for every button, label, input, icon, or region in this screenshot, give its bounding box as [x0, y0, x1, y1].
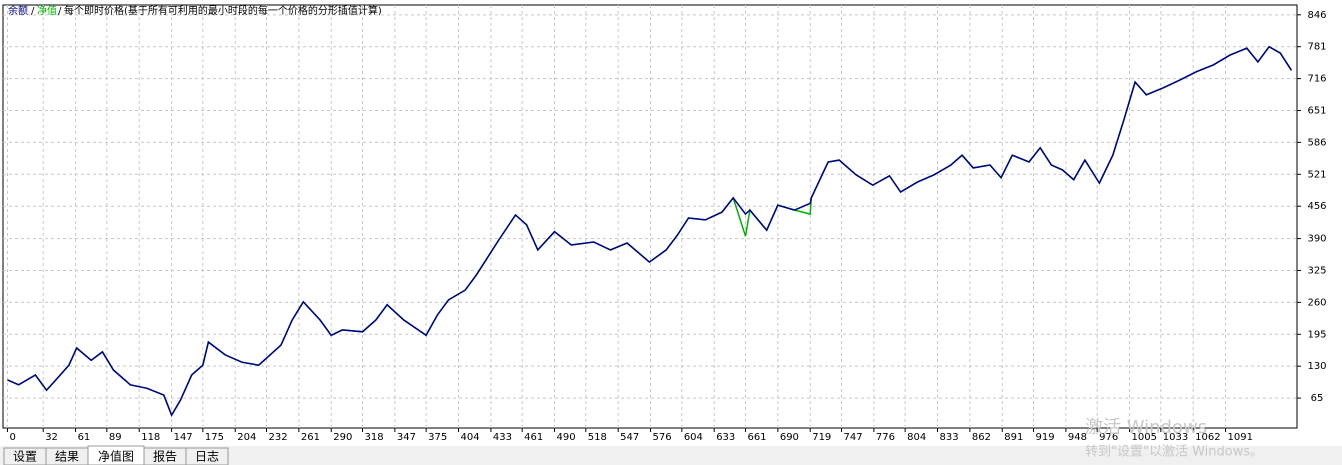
x-tick-label: 661: [747, 432, 766, 443]
legend: 余额 / 净值 / 每个即时价格(基于所有可利用的最小时段的每一个价格的分形插值…: [8, 4, 382, 17]
legend-note: 每个即时价格(基于所有可利用的最小时段的每一个价格的分形插值计算): [64, 4, 382, 17]
tab-bar: [0, 446, 1342, 465]
tab-label[interactable]: 日志: [195, 450, 219, 464]
x-tick-label: 948: [1068, 432, 1087, 443]
y-tick-label: 195: [1307, 329, 1326, 340]
y-tick-label: 651: [1307, 106, 1326, 117]
y-tick-label: 781: [1307, 42, 1326, 53]
tab-label[interactable]: 设置: [13, 450, 37, 464]
x-tick-label: 576: [653, 432, 672, 443]
x-tick-label: 61: [78, 432, 91, 443]
watermark: 激活 Windows: [1085, 417, 1207, 438]
x-tick-label: 976: [1099, 432, 1118, 443]
y-tick-label: 65: [1311, 393, 1324, 404]
tab-label[interactable]: 报告: [153, 449, 177, 464]
y-tick-label: 390: [1307, 234, 1326, 245]
legend-entry: 余额: [8, 4, 28, 17]
y-tick-label: 325: [1307, 265, 1326, 276]
legend-sep: /: [31, 6, 35, 17]
x-tick-label: 604: [684, 432, 703, 443]
y-tick-label: 716: [1307, 74, 1326, 85]
y-tick-label: 456: [1307, 201, 1326, 212]
lines: [7, 45, 1293, 417]
x-tick-label: 347: [397, 432, 416, 443]
x-tick-label: 719: [812, 432, 831, 443]
x-tick-label: 433: [493, 432, 512, 443]
tab-label[interactable]: 净值图: [98, 449, 134, 464]
x-tick-label: 318: [365, 432, 384, 443]
plot-frame: [2, 4, 1298, 429]
x-tick-label: 89: [109, 432, 122, 443]
tabs: 设置 结果 净值图 报告 日志: [3, 445, 229, 465]
y-tick-label: 586: [1307, 137, 1326, 148]
x-tick-label: 919: [1036, 432, 1055, 443]
series-line: [7, 45, 1293, 417]
x-tick-label: 147: [174, 432, 193, 443]
grid: [3, 5, 1297, 428]
y-tick-label: 846: [1307, 10, 1326, 21]
x-tick-label: 204: [237, 432, 256, 443]
x-tick-label: 518: [588, 432, 607, 443]
legend-sep: /: [58, 6, 62, 17]
x-tick-label: 118: [141, 432, 160, 443]
watermark: 转到"设置"以激活 Windows。: [1085, 445, 1263, 460]
x-tick-label: 690: [780, 432, 799, 443]
y-tick-label: 130: [1307, 361, 1326, 372]
x-tick-label: 1062: [1195, 432, 1220, 443]
x-tick-label: 804: [907, 432, 926, 443]
x-tick-label: 776: [876, 432, 895, 443]
x-tick-label: 175: [205, 432, 224, 443]
x-tick-label: 1005: [1132, 432, 1157, 443]
y-tick-label: 260: [1307, 297, 1326, 308]
x-tick-label: 375: [428, 432, 447, 443]
x-tick-label: 862: [972, 432, 991, 443]
axes: 65 130 195 260 325 390 456 521 586 651 716 781 846 0 3…: [6, 10, 1327, 443]
x-tick-label: 290: [333, 432, 352, 443]
x-tick-label: 891: [1004, 432, 1023, 443]
x-tick-label: 633: [716, 432, 735, 443]
x-tick-label: 1091: [1228, 432, 1253, 443]
y-tick-label: 521: [1307, 169, 1326, 180]
tab-label[interactable]: 结果: [55, 450, 79, 464]
x-tick-label: 32: [45, 432, 58, 443]
x-tick-label: 833: [939, 432, 958, 443]
x-tick-label: 547: [620, 432, 639, 443]
legend-entry: 净值: [37, 4, 57, 17]
x-tick-label: 232: [268, 432, 287, 443]
x-tick-label: 0: [9, 432, 15, 443]
x-tick-label: 747: [843, 432, 862, 443]
x-tick-label: 1033: [1163, 432, 1188, 443]
x-tick-label: 461: [524, 432, 543, 443]
x-tick-label: 404: [461, 432, 480, 443]
x-tick-label: 261: [301, 432, 320, 443]
x-tick-label: 490: [557, 432, 576, 443]
tab[interactable]: [185, 447, 229, 465]
